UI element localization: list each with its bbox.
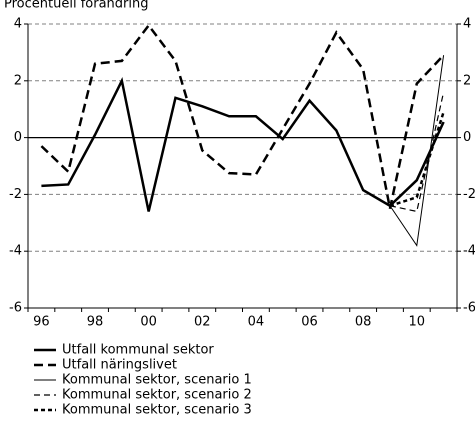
y2-tick-label: 2 bbox=[463, 73, 471, 88]
x-tick-label: 02 bbox=[194, 315, 211, 330]
x-tick-label: 00 bbox=[140, 315, 157, 330]
y-tick-label: -6 bbox=[9, 301, 22, 316]
y-tick-label: -2 bbox=[9, 187, 22, 202]
y2-tick-label: -4 bbox=[463, 244, 475, 259]
x-tick-label: 96 bbox=[33, 315, 50, 330]
y-tick-label: 2 bbox=[14, 73, 22, 88]
x-tick-label: 04 bbox=[248, 315, 265, 330]
x-tick-label: 98 bbox=[87, 315, 104, 330]
legend-label: Utfall näringslivet bbox=[62, 358, 177, 373]
y-tick-label: 0 bbox=[14, 130, 22, 145]
y-tick-label: 4 bbox=[14, 17, 22, 32]
series-line bbox=[41, 76, 445, 212]
y2-tick-label: -6 bbox=[463, 301, 475, 316]
y2-tick-label: -2 bbox=[463, 187, 475, 202]
legend-label: Kommunal sektor, scenario 3 bbox=[62, 403, 252, 418]
x-tick-label: 06 bbox=[301, 315, 318, 330]
chart-title: Procentuell förändring bbox=[4, 0, 148, 12]
y2-tick-label: 0 bbox=[463, 130, 471, 145]
x-tick-label: 10 bbox=[409, 315, 426, 330]
y-tick-label: -4 bbox=[9, 244, 22, 259]
series-line bbox=[389, 55, 445, 247]
series-line bbox=[389, 111, 445, 207]
y2-tick-label: 4 bbox=[463, 17, 471, 32]
x-tick-label: 08 bbox=[355, 315, 372, 330]
legend-label: Kommunal sektor, scenario 1 bbox=[62, 373, 252, 388]
series-line bbox=[40, 23, 445, 209]
legend-label: Kommunal sektor, scenario 2 bbox=[62, 388, 252, 403]
legend-label: Utfall kommunal sektor bbox=[62, 343, 214, 358]
